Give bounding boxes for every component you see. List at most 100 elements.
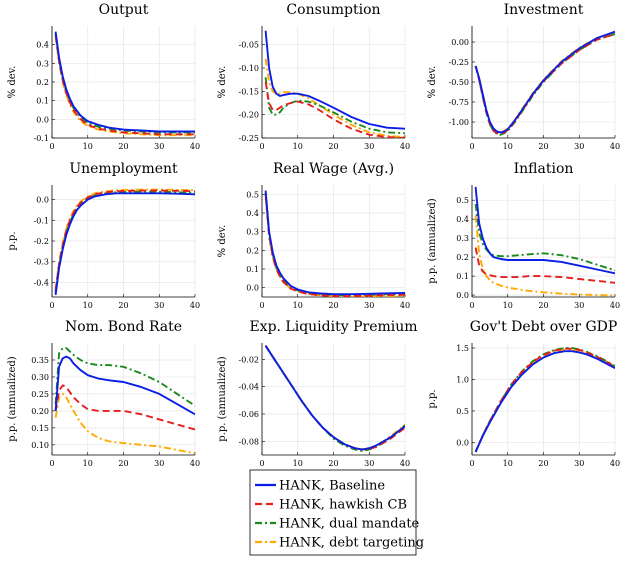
y-tick-label: 0.5	[456, 407, 469, 416]
series-line-hank-baseline	[264, 345, 405, 451]
series-line-hank-baseline	[264, 190, 405, 296]
panel-title: Unemployment	[69, 161, 178, 177]
x-tick-label: 0	[469, 142, 474, 151]
x-tick-label: 10	[83, 301, 93, 310]
y-tick-label: 0.2	[246, 246, 259, 255]
series-line-hank-dual-mandate	[474, 347, 615, 453]
y-tick-label: -0.50	[448, 78, 469, 87]
series-line-hank-debt-targeting	[54, 37, 195, 137]
legend-entry: HANK, Baseline	[279, 479, 385, 494]
panel-1: Consumption 0 10 20 30 40 -0.25 -0.20 -0.15 -0.10…	[217, 2, 410, 151]
series-line-hank-baseline	[474, 30, 615, 134]
x-tick-label: 0	[259, 459, 264, 468]
x-tick-label: 40	[190, 301, 200, 310]
panel-title: Gov't Debt over GDP	[470, 319, 618, 335]
series-line-hank-debt-targeting	[264, 345, 405, 450]
x-tick-label: 0	[259, 301, 264, 310]
series-line-hank-hawkish-cb	[264, 81, 405, 138]
y-axis-label: % dev.	[427, 66, 438, 99]
series-line-hank-dual-mandate	[474, 203, 615, 272]
series-line-hank-hawkish-cb	[474, 347, 615, 453]
panel-0: Output 0 10 20 30 40 -0.1 0.0 0.1 0.2 0.3 0.4 % dev.	[7, 2, 200, 151]
series-line-hank-debt-targeting	[54, 392, 195, 455]
x-tick-label: 40	[610, 301, 620, 310]
y-tick-label: -0.15	[238, 87, 259, 96]
x-tick-label: 0	[469, 459, 474, 468]
series-line-hank-baseline	[474, 186, 615, 275]
series-line-hank-debt-targeting	[54, 188, 195, 289]
x-tick-label: 10	[293, 459, 303, 468]
y-tick-label: -1.00	[448, 118, 469, 127]
y-tick-label: 0.5	[456, 196, 469, 205]
panel-title: Consumption	[286, 2, 380, 18]
series-line-hank-baseline	[54, 355, 195, 416]
x-tick-label: 0	[49, 301, 54, 310]
y-axis-label: % dev.	[7, 66, 18, 99]
legend-entry: HANK, hawkish CB	[279, 498, 407, 513]
series-line-hank-hawkish-cb	[54, 384, 195, 431]
series-line-hank-baseline	[54, 31, 195, 133]
y-tick-label: 0.3	[456, 234, 469, 243]
y-tick-label: 1.0	[456, 375, 469, 384]
x-tick-label: 10	[83, 142, 93, 151]
x-tick-label: 10	[293, 301, 303, 310]
x-tick-label: 20	[538, 142, 548, 151]
y-tick-label: 0.4	[456, 215, 469, 224]
x-tick-label: 40	[400, 142, 410, 151]
y-tick-label: 0.4	[246, 209, 259, 218]
x-tick-label: 40	[400, 459, 410, 468]
panel-title: Investment	[504, 2, 584, 18]
y-tick-label: 0.1	[246, 265, 259, 274]
x-tick-label: 10	[83, 459, 93, 468]
x-tick-label: 30	[154, 301, 164, 310]
x-tick-label: 30	[574, 142, 584, 151]
x-tick-label: 0	[469, 301, 474, 310]
x-tick-label: 40	[610, 459, 620, 468]
series-line-hank-dual-mandate	[264, 192, 405, 297]
y-tick-label: -0.06	[238, 410, 259, 419]
y-tick-label: 0.20	[31, 407, 49, 416]
panel-3: Unemployment 0 10 20 30 40 -0.4 -0.3 -0.2 -0.1 0.0…	[7, 161, 200, 310]
series-line-hank-baseline	[474, 350, 615, 453]
x-tick-label: 30	[574, 459, 584, 468]
y-axis-label: p.p. (annualized)	[7, 356, 18, 441]
y-tick-label: -0.75	[448, 98, 469, 107]
panel-8: Gov't Debt over GDP 0 10 20 30 40 0.0 0.5 1.0 1.5…	[427, 319, 620, 468]
y-tick-label: 1.5	[456, 344, 469, 353]
series-line-hank-debt-targeting	[474, 31, 615, 134]
panel-title: Output	[99, 2, 149, 18]
y-tick-label: 0.0	[36, 115, 49, 124]
y-axis-label: p.p. (annualized)	[427, 198, 438, 283]
y-tick-label: 0.0	[456, 291, 469, 300]
series-line-hank-baseline	[54, 192, 195, 296]
x-tick-label: 10	[503, 459, 513, 468]
legend: HANK, Baseline HANK, hawkish CB HANK, dual…	[249, 469, 424, 556]
y-tick-label: 0.1	[36, 97, 49, 106]
series-line-hank-hawkish-cb	[54, 35, 195, 136]
x-tick-label: 20	[328, 459, 338, 468]
y-tick-label: 0.0	[36, 196, 49, 205]
y-tick-label: 0.2	[36, 78, 49, 87]
x-tick-label: 20	[118, 301, 128, 310]
x-tick-label: 40	[190, 142, 200, 151]
series-line-hank-hawkish-cb	[54, 189, 195, 291]
y-tick-label: -0.02	[238, 355, 259, 364]
series-line-hank-hawkish-cb	[474, 247, 615, 284]
x-tick-label: 30	[574, 301, 584, 310]
panel-2: Investment 0 10 20 30 40 -1.00 -0.75 -0.50 -0.25 0…	[427, 2, 620, 151]
y-tick-label: -0.2	[34, 237, 49, 246]
y-tick-label: -0.10	[238, 64, 259, 73]
y-tick-label: 0.5	[246, 190, 259, 199]
y-tick-label: -0.3	[34, 258, 49, 267]
series-line-hank-hawkish-cb	[474, 33, 615, 135]
x-tick-label: 10	[503, 301, 513, 310]
panel-4: Real Wage (Avg.) 0 10 20 30 40 0.0 0.1 0.2 0.3 0.4…	[217, 161, 410, 310]
y-tick-label: -0.1	[34, 134, 49, 143]
y-tick-label: 0.35	[31, 356, 49, 365]
y-tick-label: 0.30	[31, 373, 49, 382]
y-tick-label: -0.20	[238, 111, 259, 120]
y-axis-label: % dev.	[217, 225, 228, 258]
y-tick-label: -0.1	[34, 216, 49, 225]
x-tick-label: 40	[400, 301, 410, 310]
